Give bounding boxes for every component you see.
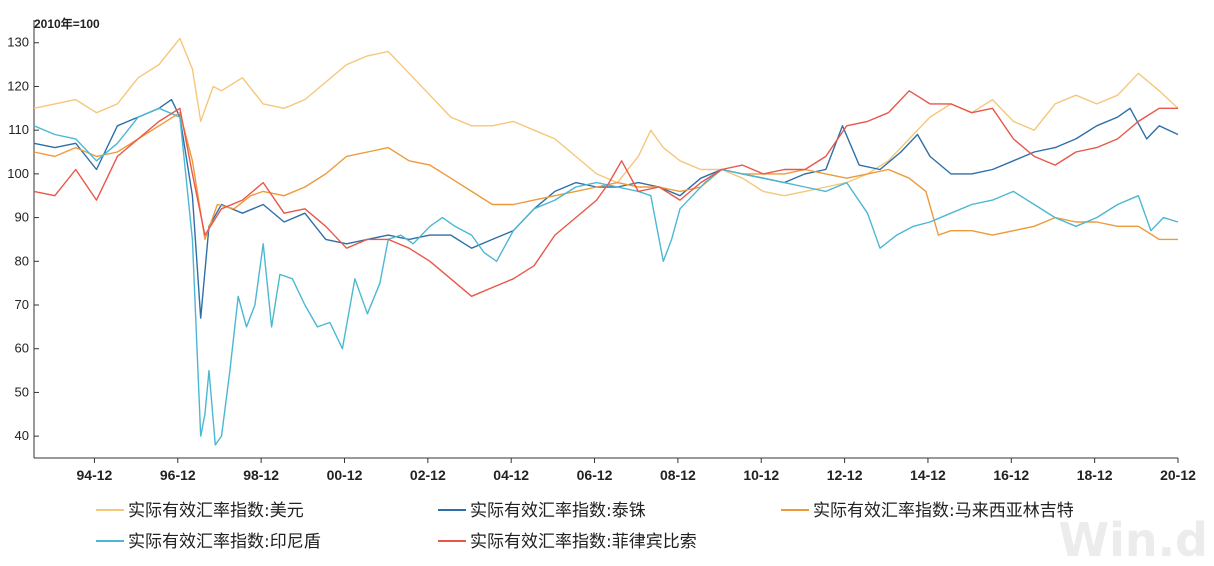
x-tick-label: 18-12 [1077, 467, 1113, 483]
y-tick-label: 50 [15, 384, 29, 399]
y-tick-label: 100 [7, 166, 29, 181]
legend: 实际有效汇率指数:美元 实际有效汇率指数:泰铢 实际有效汇率指数:马来西亚林吉特… [96, 501, 1074, 552]
x-tick-label: 04-12 [493, 467, 529, 483]
x-tick-label: 94-12 [77, 467, 113, 483]
y-tick-label: 40 [15, 428, 29, 443]
y-tick-label: 90 [15, 210, 29, 225]
x-tick-label: 12-12 [827, 467, 863, 483]
series-line-idr [33, 107, 1179, 446]
legend-label-usd: 实际有效汇率指数:美元 [128, 501, 304, 521]
y-tick-label: 80 [15, 253, 29, 268]
series-line-myr [33, 112, 1178, 241]
x-tick-label: 14-12 [910, 467, 946, 483]
series-line-usd [33, 37, 1179, 197]
legend-item-usd[interactable]: 实际有效汇率指数:美元 [96, 501, 304, 521]
y-axis: 40 50 60 70 80 90 100 110 120 130 [7, 20, 39, 458]
x-tick-label: 02-12 [410, 467, 446, 483]
series-line-thb [33, 98, 1179, 319]
legend-item-myr[interactable]: 实际有效汇率指数:马来西亚林吉特 [781, 501, 1074, 521]
y-tick-label: 60 [15, 341, 29, 356]
x-tick-label: 10-12 [743, 467, 779, 483]
series-line-php [33, 90, 1178, 297]
legend-label-idr: 实际有效汇率指数:印尼盾 [128, 532, 321, 552]
legend-label-thb: 实际有效汇率指数:泰铢 [470, 501, 646, 521]
legend-label-myr: 实际有效汇率指数:马来西亚林吉特 [813, 501, 1074, 521]
x-tick-label: 20-12 [1160, 467, 1196, 483]
x-tick-label: 98-12 [243, 467, 279, 483]
x-tick-label: 00-12 [327, 467, 363, 483]
y-tick-label: 120 [7, 78, 29, 93]
y-tick-label: 130 [7, 35, 29, 50]
x-tick-label: 16-12 [993, 467, 1029, 483]
legend-item-idr[interactable]: 实际有效汇率指数:印尼盾 [96, 532, 321, 552]
watermark: Win.d [1058, 513, 1208, 566]
series-layer [33, 37, 1179, 446]
y-tick-label: 70 [15, 297, 29, 312]
legend-label-php: 实际有效汇率指数:菲律宾比索 [470, 532, 697, 552]
x-tick-label: 08-12 [660, 467, 696, 483]
x-axis: 94-12 96-12 98-12 00-12 02-12 04-12 06-12 08-12… [34, 457, 1196, 483]
legend-item-thb[interactable]: 实际有效汇率指数:泰铢 [438, 501, 646, 521]
legend-item-php[interactable]: 实际有效汇率指数:菲律宾比索 [438, 532, 697, 552]
y-tick-label: 110 [8, 122, 29, 137]
y-unit-label: 2010年=100 [34, 16, 100, 31]
x-tick-label: 96-12 [160, 467, 196, 483]
x-tick-label: 06-12 [577, 467, 613, 483]
